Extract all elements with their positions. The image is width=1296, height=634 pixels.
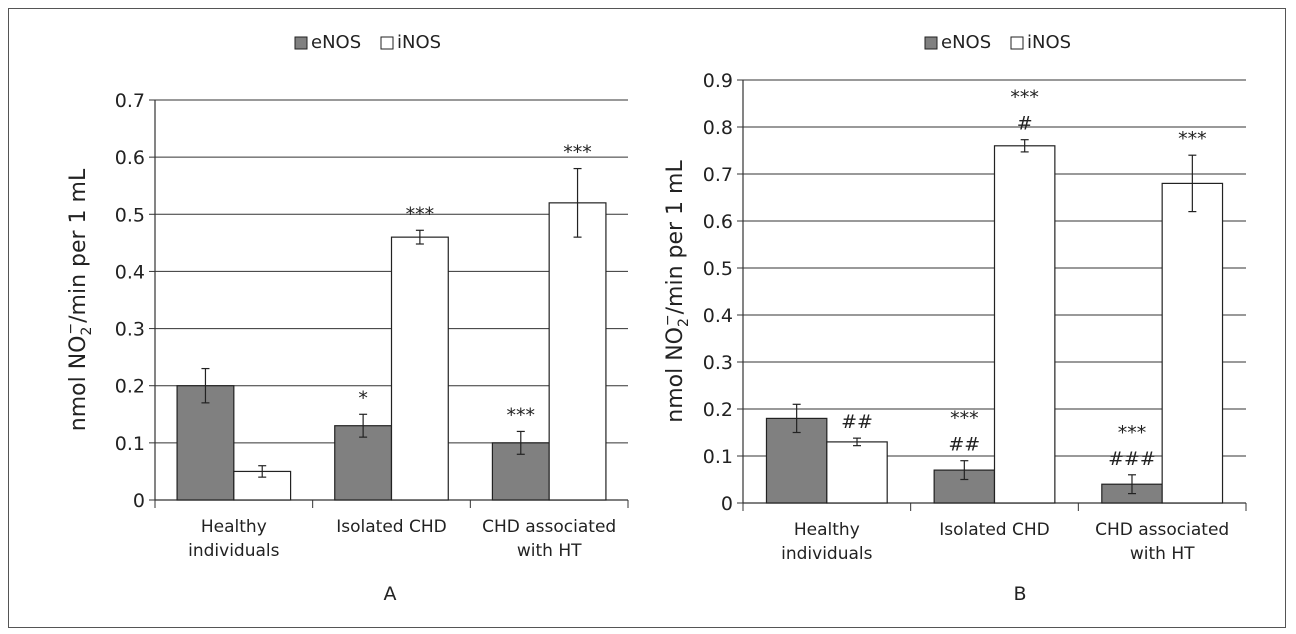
figure-frame — [8, 8, 1286, 628]
chart-panel-a: 00.10.20.30.40.50.60.7**********Healthyi… — [63, 32, 629, 605]
y-tick-label: 0.7 — [115, 90, 145, 112]
legend: eNOS iNOS — [924, 32, 1071, 53]
panel-label: B — [1013, 583, 1026, 605]
significance-mark: *** — [563, 142, 592, 164]
y-tick-label: 0.1 — [115, 433, 145, 455]
significance-mark: * — [358, 387, 368, 409]
y-tick-label: 0.9 — [703, 70, 733, 92]
y-tick-label: 0.1 — [703, 446, 733, 468]
y-tick-label: 0.5 — [115, 204, 145, 226]
y-tick-label: 0.4 — [703, 305, 733, 327]
panel-label: A — [384, 583, 397, 605]
bar-inos — [548, 202, 607, 501]
bar-inos — [826, 441, 888, 504]
category-label: CHD associated — [1095, 520, 1229, 540]
y-tick-label: 0.3 — [115, 319, 145, 341]
y-axis-title: nmol NO2−/min per 1 mL — [63, 168, 95, 431]
category-label: Isolated CHD — [336, 517, 446, 537]
category-label: Isolated CHD — [939, 520, 1049, 540]
significance-mark: *** — [1178, 128, 1207, 150]
bar-inos — [390, 236, 449, 501]
legend-swatch-enos — [924, 36, 938, 50]
y-tick-label: 0 — [721, 493, 733, 515]
significance-mark: *** — [950, 408, 979, 430]
significance-mark: ## — [841, 411, 873, 433]
y-tick-label: 0.2 — [115, 376, 145, 398]
legend: eNOS iNOS — [294, 32, 441, 53]
legend-swatch-enos — [294, 36, 308, 50]
category-label: Healthy — [794, 520, 860, 540]
y-tick-label: 0.5 — [703, 258, 733, 280]
significance-mark: *** — [406, 203, 435, 225]
y-tick-label: 0.7 — [703, 164, 733, 186]
category-label: individuals — [188, 541, 280, 561]
significance-mark: *** — [1010, 87, 1038, 109]
y-axis-title: nmol NO2−/min per 1 mL — [660, 160, 692, 423]
significance-mark: *** — [507, 404, 536, 426]
category-label: with HT — [517, 541, 582, 561]
y-tick-label: 0.6 — [703, 211, 733, 233]
category-label: individuals — [781, 544, 873, 564]
y-axis: 0 0.1 0.2 0.3 0.4 0.5 0.6 0.7 0.8 0.9 — [703, 70, 743, 515]
legend-swatch-inos — [380, 36, 394, 50]
y-tick-label: 0 — [133, 490, 145, 512]
legend-label-enos: eNOS — [941, 32, 991, 53]
y-axis: 0 0.1 0.2 0.3 0.4 0.5 0.6 0.7 — [115, 90, 155, 512]
legend-swatch-inos — [1010, 36, 1024, 50]
legend-label-inos: iNOS — [1027, 32, 1071, 53]
y-tick-label: 0.2 — [703, 399, 733, 421]
y-tick-label: 0.8 — [703, 117, 733, 139]
category-label: Healthy — [201, 517, 267, 537]
bar-inos — [993, 145, 1056, 504]
bar-inos — [1161, 182, 1224, 504]
legend-label-inos: iNOS — [397, 32, 441, 53]
significance-mark: *** — [1118, 422, 1147, 444]
category-label: CHD associated — [482, 517, 616, 537]
significance-mark: ## — [948, 434, 980, 456]
category-label: with HT — [1130, 544, 1195, 564]
chart-panel-b: 00.10.20.30.40.50.60.70.80.9##***###***#… — [660, 32, 1247, 605]
legend-label-enos: eNOS — [311, 32, 361, 53]
y-tick-label: 0.4 — [115, 261, 145, 283]
y-tick-label: 0.3 — [703, 352, 733, 374]
significance-mark: ### — [1108, 448, 1156, 470]
significance-mark: # — [1017, 113, 1033, 135]
y-tick-label: 0.6 — [115, 147, 145, 169]
